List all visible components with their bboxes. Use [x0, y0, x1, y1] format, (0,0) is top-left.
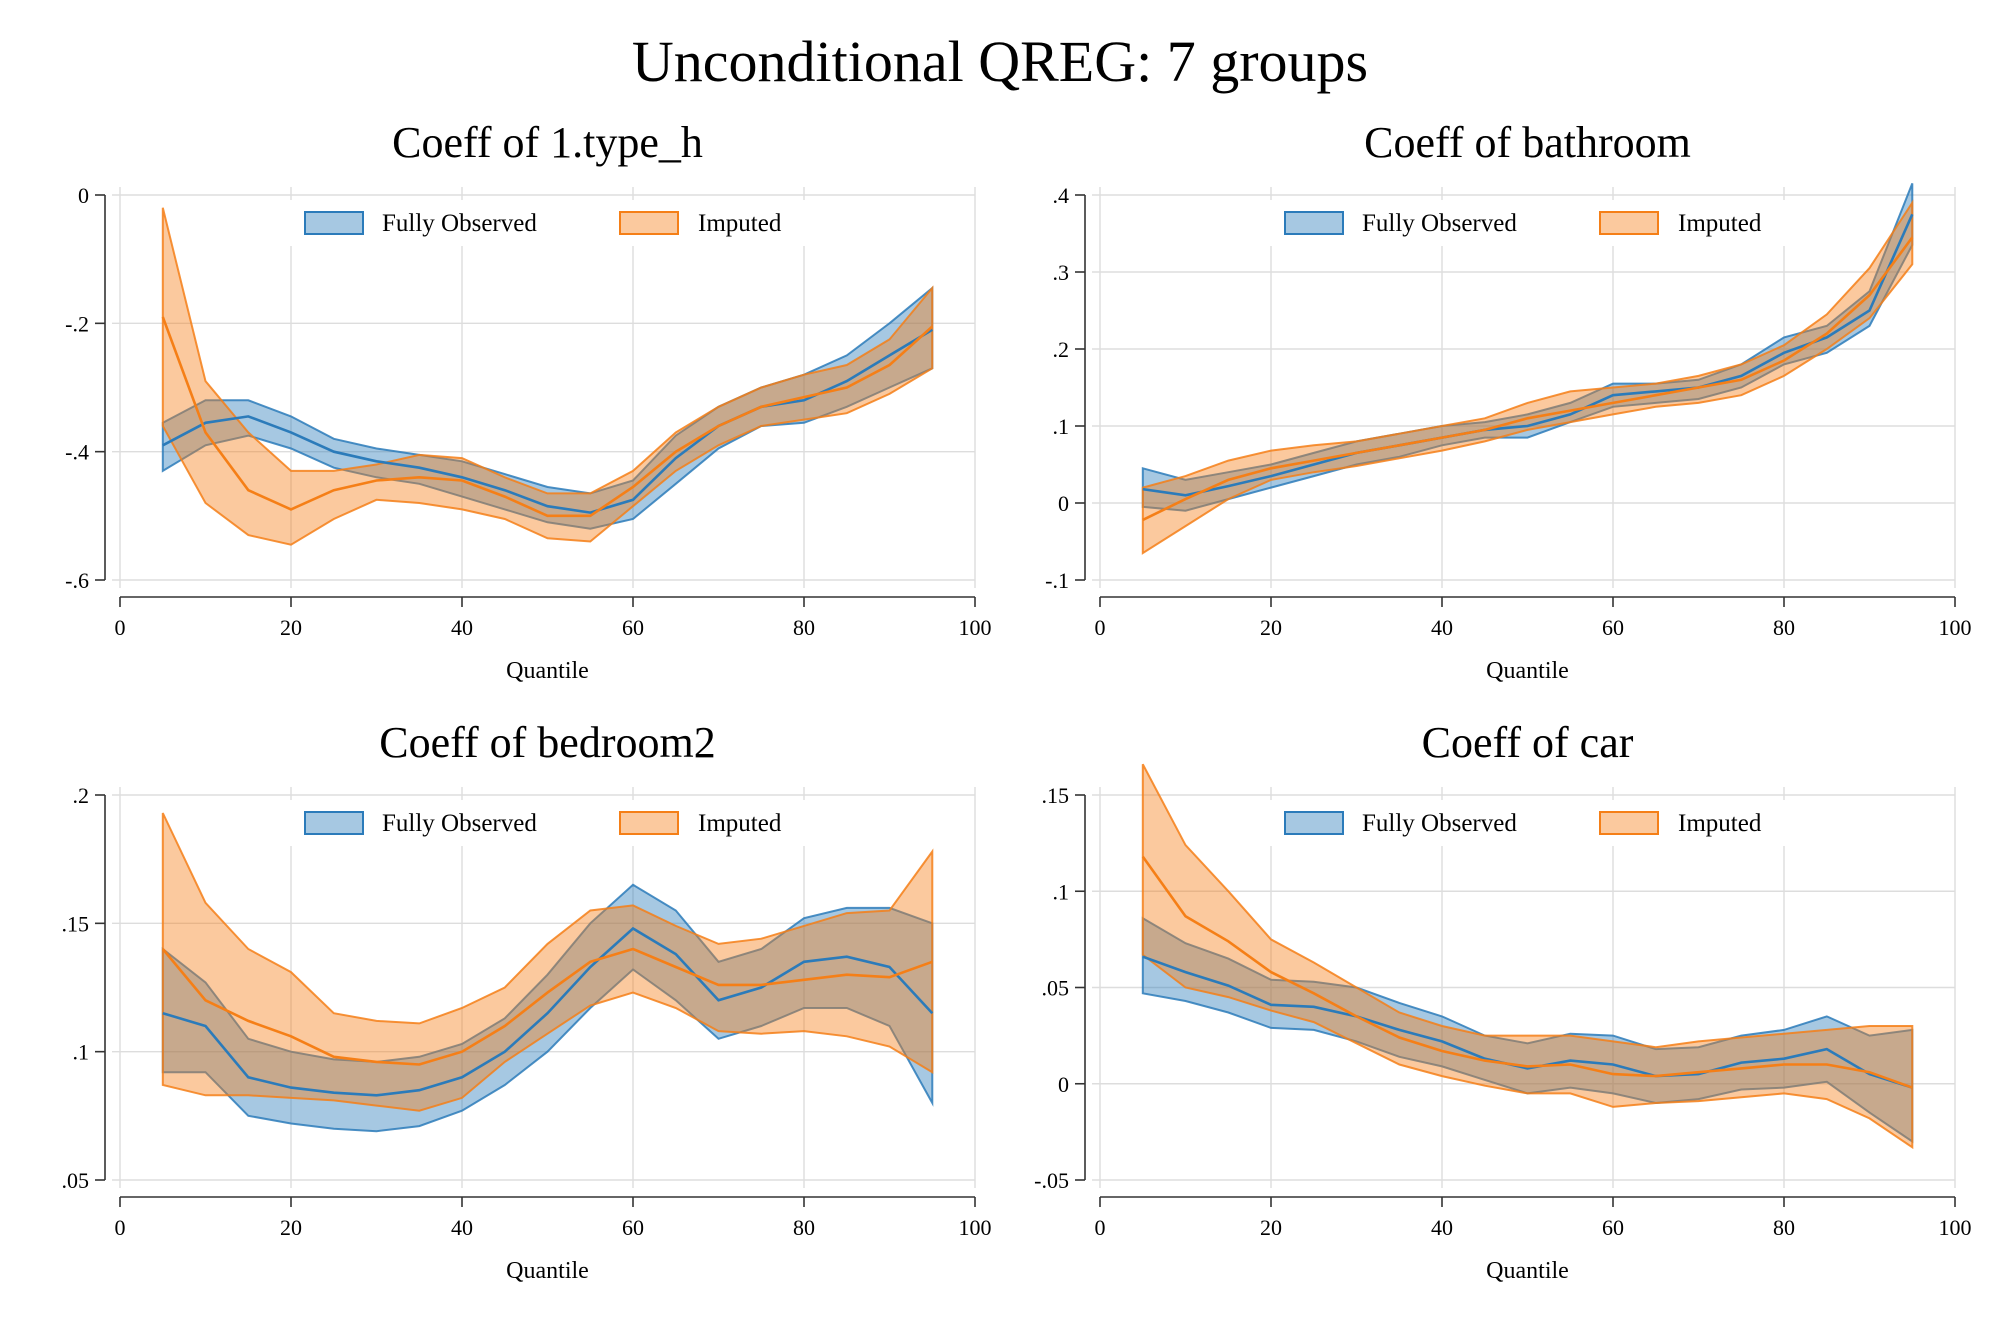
y-tick-label: .1 [1053, 414, 1070, 439]
x-axis-label: Quantile [1486, 658, 1569, 684]
legend-background [290, 200, 810, 246]
y-tick-label: .05 [1042, 976, 1070, 1001]
x-tick-label: 80 [1773, 615, 1795, 640]
x-tick-label: 80 [1773, 1215, 1795, 1240]
imputed-estimate-line [161, 947, 933, 1066]
y-tick-label: .2 [73, 783, 90, 808]
y-tick-label: -.1 [1045, 568, 1069, 593]
observed-estimate-line [162, 328, 933, 514]
chart-svg: Coeff of car 0 20 40 60 80 100 -.05 0 .05 .1 .15 Qua… [1034, 718, 1972, 1284]
y-tick-label: -.05 [1034, 1168, 1069, 1193]
y-tick-label: .1 [1053, 879, 1070, 904]
imputed-estimate-line [1142, 236, 1914, 522]
legend-observed-label: Fully Observed [382, 210, 537, 237]
x-tick-label: 20 [280, 615, 302, 640]
x-tick-label: 60 [1602, 1215, 1624, 1240]
imputed-ci-band [1141, 199, 1914, 555]
legend-background [1270, 200, 1790, 246]
x-tick-label: 0 [115, 615, 126, 640]
x-tick-label: 80 [793, 1215, 815, 1240]
x-tick-label: 40 [451, 615, 473, 640]
panel-title: Coeff of bedroom2 [379, 718, 715, 767]
imputed-ci-band [161, 207, 934, 546]
chart-panel-bathroom: Coeff of bathroom 0 20 40 60 80 100 -.1 0 .1 .2 .3.… [980, 110, 1980, 715]
y-tick-label: .05 [62, 1168, 90, 1193]
y-tick-label: 0 [78, 183, 89, 208]
x-tick-label: 0 [1095, 1215, 1106, 1240]
x-tick-label: 40 [451, 1215, 473, 1240]
observed-estimate-line [1142, 955, 1913, 1089]
legend-observed-swatch [1284, 211, 1344, 235]
legend: Fully Observed Imputed [1270, 200, 1790, 246]
x-tick-label: 100 [959, 1215, 992, 1240]
x-axis-label: Quantile [1486, 1258, 1569, 1284]
chart-panel-bedroom2: Coeff of bedroom2 0 20 40 60 80 100 .05 .1 .15 .2 Q… [0, 710, 1000, 1315]
x-tick-label: 20 [1260, 1215, 1282, 1240]
panel-title: Coeff of 1.type_h [392, 118, 703, 167]
legend-imputed-label: Imputed [1678, 810, 1762, 837]
legend-observed-swatch [304, 811, 364, 835]
imputed-estimate-line [1141, 855, 1913, 1089]
panel-title: Coeff of bathroom [1364, 118, 1691, 167]
y-tick-label: 0 [1058, 491, 1069, 516]
legend-background [290, 800, 810, 846]
legend-imputed-swatch [1599, 811, 1659, 835]
imputed-estimate-line [161, 316, 934, 518]
legend-imputed-swatch [1599, 211, 1659, 235]
legend-observed-swatch [304, 211, 364, 235]
page-title: Unconditional QREG: 7 groups [631, 29, 1369, 94]
y-tick-label: 0 [1058, 1072, 1069, 1097]
y-tick-label: .2 [1053, 337, 1070, 362]
chart-panel-type-h: Coeff of 1.type_h 0 20 40 60 80 100 -.6 -.4 -.2 0 Q… [0, 110, 1000, 715]
legend-observed-label: Fully Observed [1362, 210, 1517, 237]
legend: Fully Observed Imputed [290, 800, 810, 846]
legend-imputed-label: Imputed [698, 210, 782, 237]
x-tick-label: 100 [1939, 615, 1972, 640]
legend: Fully Observed Imputed [290, 200, 810, 246]
x-tick-label: 40 [1431, 1215, 1453, 1240]
imputed-ci-band [1141, 763, 1914, 1150]
legend-imputed-swatch [619, 211, 679, 235]
legend-imputed-label: Imputed [698, 810, 782, 837]
y-tick-label: -.2 [65, 311, 89, 336]
observed-estimate-line [1142, 213, 1914, 497]
x-tick-label: 40 [1431, 615, 1453, 640]
observed-estimate-line [162, 926, 934, 1097]
chart-svg: Coeff of bedroom2 0 20 40 60 80 100 .05 .1 .15 .2 Q… [62, 718, 992, 1284]
chart-svg: Coeff of bathroom 0 20 40 60 80 100 -.1 0 .1 .2 .3.… [1045, 118, 1972, 684]
x-tick-label: 100 [959, 615, 992, 640]
legend-observed-swatch [1284, 811, 1344, 835]
x-tick-label: 20 [280, 1215, 302, 1240]
y-tick-label: .15 [62, 911, 90, 936]
imputed-ci-band [161, 812, 934, 1112]
y-tick-label: -.4 [65, 440, 89, 465]
x-axis-label: Quantile [506, 658, 589, 684]
chart-svg: Coeff of 1.type_h 0 20 40 60 80 100 -.6 -.4 -.2 0 Q… [65, 118, 992, 684]
x-tick-label: 60 [622, 615, 644, 640]
legend: Fully Observed Imputed [1270, 800, 1790, 846]
legend-observed-label: Fully Observed [1362, 810, 1517, 837]
x-tick-label: 100 [1939, 1215, 1972, 1240]
x-tick-label: 20 [1260, 615, 1282, 640]
x-axis-label: Quantile [506, 1258, 589, 1284]
x-tick-label: 60 [622, 1215, 644, 1240]
y-tick-label: .4 [1053, 183, 1070, 208]
y-tick-label: -.6 [65, 568, 89, 593]
panel-title: Coeff of car [1422, 718, 1634, 767]
x-tick-label: 0 [115, 1215, 126, 1240]
x-tick-label: 60 [1602, 615, 1624, 640]
legend-background [1270, 800, 1790, 846]
legend-imputed-swatch [619, 811, 679, 835]
x-tick-label: 80 [793, 615, 815, 640]
y-tick-label: .1 [73, 1040, 90, 1065]
legend-observed-label: Fully Observed [382, 810, 537, 837]
y-tick-label: .3 [1053, 260, 1070, 285]
chart-panel-car: Coeff of car 0 20 40 60 80 100 -.05 0 .05 .1 .15 Qua… [980, 710, 1980, 1315]
y-tick-label: .15 [1042, 783, 1070, 808]
legend-imputed-label: Imputed [1678, 210, 1762, 237]
x-tick-label: 0 [1095, 615, 1106, 640]
observed-ci-band [161, 883, 934, 1133]
